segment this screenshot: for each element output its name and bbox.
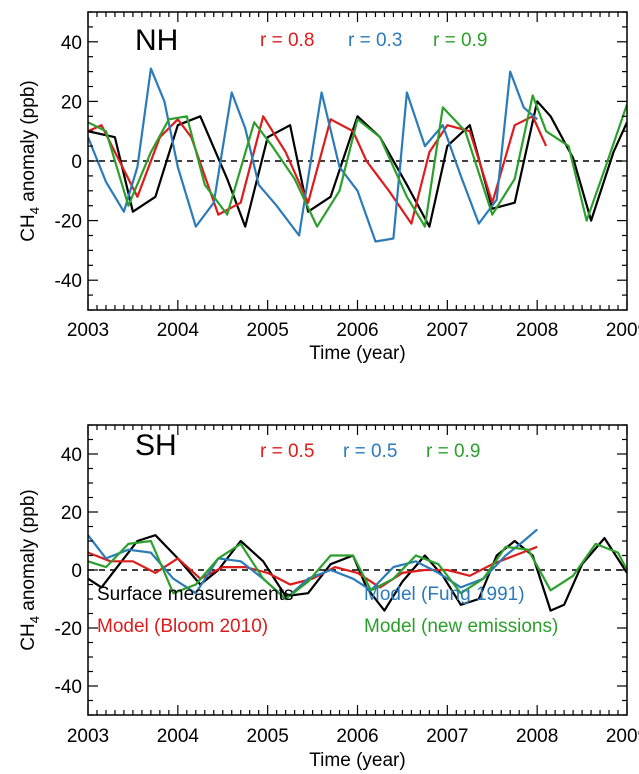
correlation-label: r = 0.9 [433, 30, 487, 51]
series-line-3 [88, 94, 627, 228]
y-axis-title-subscript: 4 [27, 616, 42, 623]
y-axis-title-rest: anomaly (ppb) [18, 80, 39, 207]
legend-entry: Model (Fung 1991) [364, 584, 525, 605]
series-line-1 [88, 115, 548, 225]
y-tick-label: 0 [71, 561, 82, 582]
x-axis-title: Time (year) [309, 343, 405, 364]
legend-entry: Surface measurements [97, 584, 293, 605]
x-tick-label: 2009 [606, 320, 639, 341]
y-axis-title-subscript: 4 [27, 207, 42, 214]
x-tick-label: 2007 [426, 726, 468, 747]
correlation-label: r = 0.8 [260, 30, 314, 51]
x-tick-label: 2008 [516, 726, 558, 747]
y-tick-label: 20 [61, 503, 82, 524]
y-axis-title: CH4 anomaly (ppb) [18, 80, 42, 241]
y-axis-title-rest: anomaly (ppb) [18, 489, 39, 616]
x-tick-label: 2003 [67, 726, 109, 747]
x-tick-label: 2005 [247, 726, 289, 747]
y-tick-label: -20 [55, 619, 82, 640]
y-tick-label: -40 [55, 677, 82, 698]
y-tick-label: 20 [61, 92, 82, 113]
x-tick-label: 2004 [157, 726, 200, 747]
y-tick-label: -40 [55, 271, 82, 292]
correlation-label: r = 0.9 [426, 441, 480, 462]
y-axis-title-main: CH [18, 214, 39, 241]
correlation-label: r = 0.5 [260, 441, 314, 462]
legend-entry: Model (new emissions) [364, 616, 558, 637]
series-line-3 [88, 539, 627, 601]
x-tick-label: 2005 [247, 320, 289, 341]
correlation-label: r = 0.3 [348, 30, 402, 51]
panel-label: NH [135, 24, 178, 57]
y-axis-title: CH4 anomaly (ppb) [18, 489, 42, 650]
legend-entry: Model (Bloom 2010) [97, 616, 268, 637]
y-tick-label: 40 [61, 33, 82, 54]
panel-label: SH [135, 429, 177, 462]
sh-panel: 2003 2004 2005 2006 2007 2008 2009 -40 -20 0 20 40 T… [18, 424, 639, 771]
x-tick-label: 2008 [516, 320, 558, 341]
nh-panel: 2003 2004 2005 2006 2007 2008 2009 -40 -20 0 20 40 T… [18, 11, 639, 364]
x-tick-label: 2004 [157, 320, 200, 341]
x-tick-label: 2009 [606, 726, 639, 747]
y-axis-title-main: CH [18, 623, 39, 650]
y-tick-label: 40 [61, 445, 82, 466]
x-tick-label: 2003 [67, 320, 109, 341]
series-line-2 [88, 67, 538, 243]
x-axis-title: Time (year) [309, 750, 405, 771]
x-tick-label: 2006 [336, 726, 378, 747]
x-tick-label: 2006 [336, 320, 378, 341]
x-tick-label: 2007 [426, 320, 468, 341]
y-tick-label: -20 [55, 212, 82, 233]
y-tick-label: 0 [71, 152, 82, 173]
correlation-label: r = 0.5 [343, 441, 397, 462]
